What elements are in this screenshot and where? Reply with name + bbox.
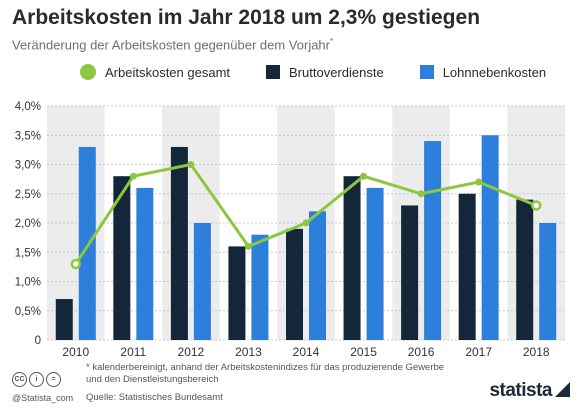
line-point [302, 219, 310, 227]
y-tick-label: 1,0% [15, 277, 41, 289]
bar-lohnnebenkosten [366, 187, 384, 340]
bar-bruttoverdienste [401, 205, 419, 340]
bar-bruttoverdienste [343, 176, 361, 340]
bar-lohnnebenkosten [136, 187, 154, 340]
bar-bruttoverdienste [458, 193, 476, 340]
y-tick-label: 4,0% [15, 101, 41, 113]
legend-label-gesamt: Arbeitskosten gesamt [105, 64, 231, 80]
x-tick-label: 2011 [120, 345, 146, 359]
legend: Arbeitskosten gesamt Bruttoverdienste Lo… [80, 64, 546, 80]
bar-bruttoverdienste [55, 299, 73, 340]
y-tick-label: 2,0% [15, 218, 41, 230]
attribution-icon: i [29, 372, 44, 387]
y-tick-label: 2,5% [15, 189, 41, 201]
legend-swatch-gesamt [80, 64, 96, 80]
footer: CC i = @Statista_com * kalenderbereinigt… [0, 362, 580, 414]
no-derivatives-icon: = [46, 372, 61, 387]
bar-lohnnebenkosten [539, 223, 557, 340]
line-point-endpoint [530, 200, 542, 211]
x-tick-label: 2012 [178, 345, 205, 359]
line-point [129, 172, 137, 180]
legend-label-lohnneben: Lohnnebenkosten [442, 64, 547, 80]
y-tick-label: 3,5% [15, 130, 41, 142]
legend-swatch-lohnneben [419, 65, 434, 79]
page-subtitle: Veränderung der Arbeitskosten gegenüber … [12, 37, 333, 52]
legend-label-brutto: Bruttoverdienste [289, 64, 384, 80]
subtitle-marker: * [330, 37, 334, 46]
line-point [244, 242, 252, 250]
bar-bruttoverdienste [228, 246, 246, 340]
statista-logo[interactable]: statista [489, 380, 552, 401]
chart-area: 0 0,5% 1,0% 1,5% 2,0% 2,5% 3,0% 3,5% 4,0% 2010 201… [15, 101, 565, 359]
x-tick-label: 2016 [408, 345, 435, 359]
x-tick-label: 2015 [350, 345, 377, 359]
x-tick-label: 2014 [293, 345, 320, 359]
bar-lohnnebenkosten [424, 141, 442, 340]
bar-lohnnebenkosten [251, 234, 269, 340]
legend-item-lohnneben: Lohnnebenkosten [419, 64, 547, 80]
footnote-text: kalenderbereinigt, anhand der Arbeitskos… [86, 362, 445, 385]
bar-bruttoverdienste [113, 176, 131, 340]
statista-logo-icon [555, 382, 570, 397]
cc-icon: CC [12, 372, 27, 387]
line-point [417, 190, 425, 198]
x-tick-label: 2010 [62, 345, 89, 359]
line-point-endpoint [70, 258, 82, 270]
line-point [360, 172, 368, 180]
bar-bruttoverdienste [170, 146, 188, 340]
y-tick-label: 0,5% [15, 306, 41, 318]
footnote-marker: * [86, 362, 90, 373]
line-point [187, 161, 195, 168]
bar-lohnnebenkosten [481, 135, 499, 340]
social-handle: @Statista_com [12, 393, 74, 403]
subtitle-text: Veränderung der Arbeitskosten gegenüber … [12, 37, 330, 53]
y-tick-label: 1,5% [15, 247, 41, 259]
y-tick-label: 3,0% [15, 160, 41, 172]
bar-bruttoverdienste [516, 199, 534, 340]
footnote: * kalenderbereinigt, anhand der Arbeitsk… [86, 362, 446, 386]
legend-item-brutto: Bruttoverdienste [266, 65, 384, 80]
cc-license-icons: CC i = [12, 372, 61, 387]
bar-bruttoverdienste [286, 228, 303, 340]
legend-swatch-brutto [266, 65, 281, 79]
bar-lohnnebenkosten [78, 146, 96, 340]
x-tick-label: 2013 [235, 345, 262, 359]
source-note: Quelle: Statistisches Bundesamt [86, 392, 223, 403]
bar-lohnnebenkosten [309, 211, 326, 340]
x-tick-label: 2018 [523, 345, 550, 359]
line-point [475, 178, 483, 186]
page-title: Arbeitskosten im Jahr 2018 um 2,3% gesti… [12, 6, 481, 29]
bar-lohnnebenkosten [193, 223, 211, 340]
legend-item-gesamt: Arbeitskosten gesamt [80, 64, 230, 80]
y-tick-label: 0 [35, 335, 41, 347]
x-tick-label: 2017 [465, 345, 492, 359]
